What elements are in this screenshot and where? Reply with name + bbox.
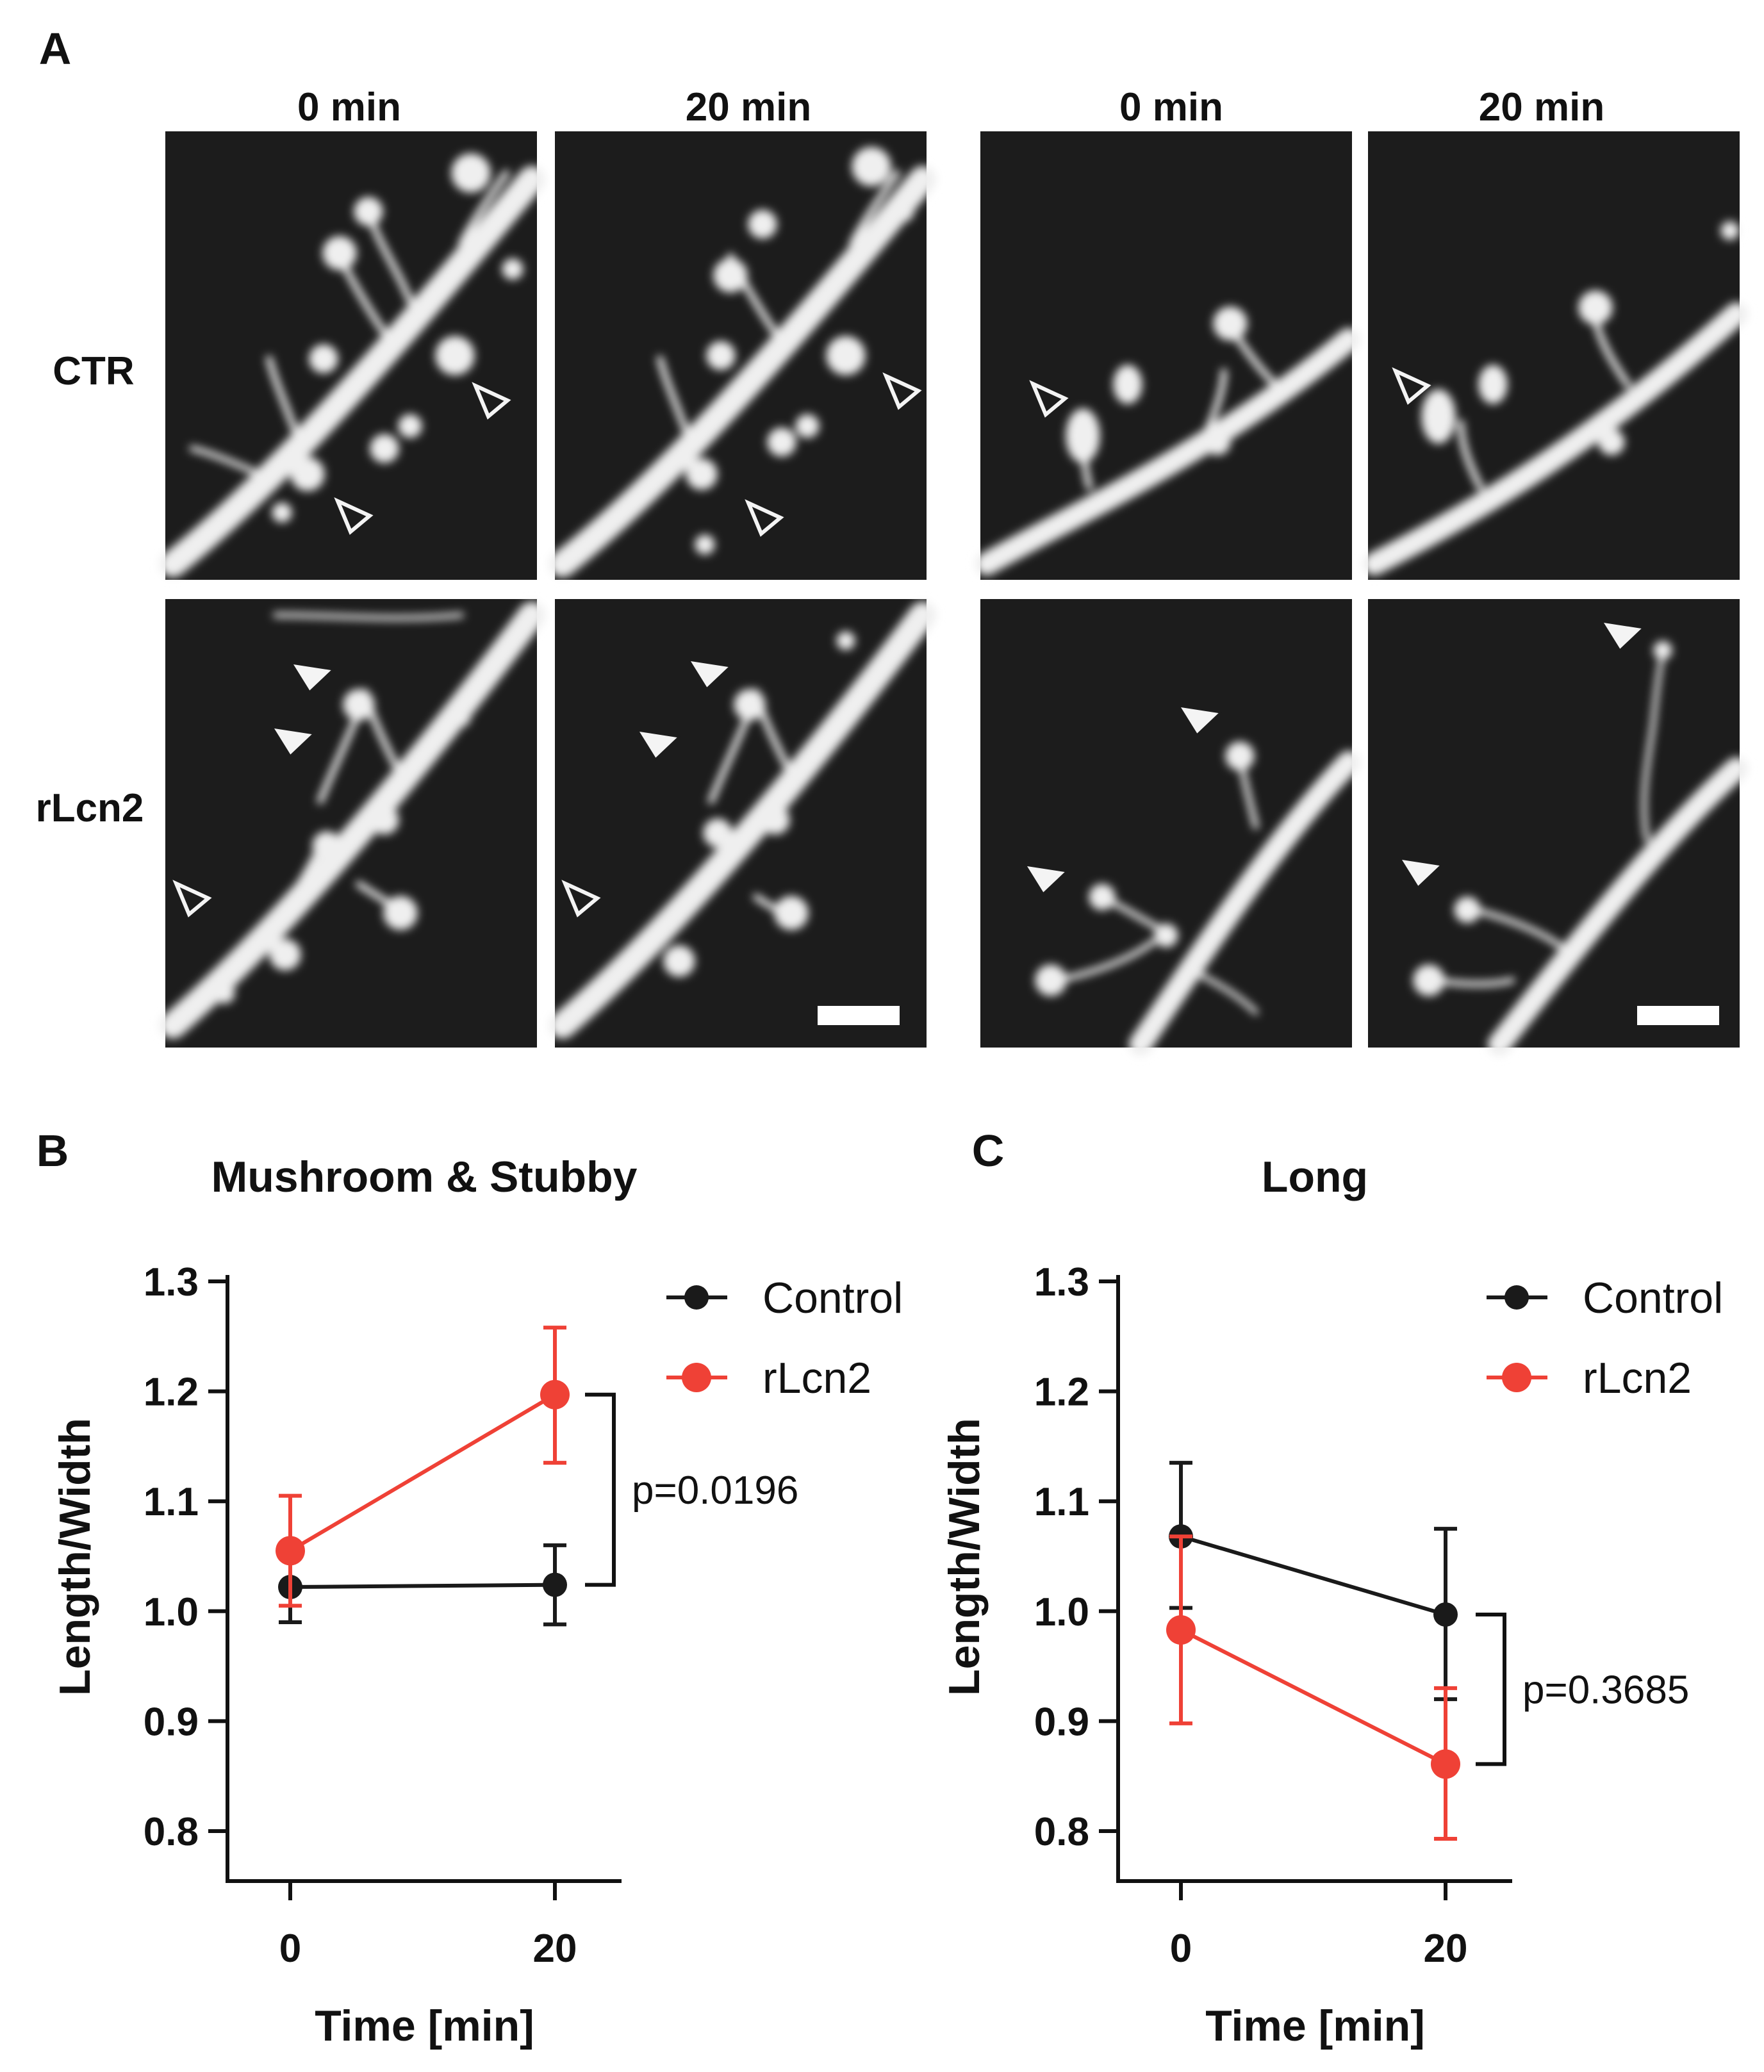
chart-mushroom-stubby: B Mushroom & Stubby 0.8 0.9 1.0 1.1 1.2 1.3 0 20 T… [37, 1126, 903, 2050]
data-point-rlcn2 [540, 1379, 570, 1410]
series-line-rlcn2 [289, 1393, 556, 1553]
col-label-2: 20 min [686, 85, 811, 129]
col-label-3: 0 min [1119, 85, 1223, 129]
significance-bracket [585, 1392, 616, 1587]
x-tick-label: 20 [533, 1927, 577, 1971]
x-axis-label: Time [min] [1205, 2002, 1425, 2050]
legend-marker-rlcn2 [682, 1363, 711, 1392]
chart-title: Long [1262, 1153, 1368, 1201]
legend-label-rlcn2: rLcn2 [762, 1354, 871, 1402]
y-tick-label: 1.3 [1034, 1260, 1089, 1304]
micrograph-rlcn2-20min-long [1368, 599, 1748, 1056]
micrograph-ctr-20min [549, 131, 936, 580]
panel-label: C [972, 1126, 1005, 1176]
row-label-rlcn2: rLcn2 [36, 786, 144, 830]
y-tick-label: 0.8 [1034, 1810, 1089, 1854]
series-line-rlcn2 [1180, 1628, 1447, 1766]
y-axis-label: Length/Width [51, 1418, 99, 1696]
y-tick-label: 0.9 [144, 1700, 199, 1744]
micrograph-rlcn2-0min-long [980, 599, 1360, 1056]
p-value-label: p=0.3685 [1522, 1668, 1689, 1713]
y-tick-label: 1.0 [144, 1590, 199, 1634]
x-tick-label: 20 [1424, 1927, 1468, 1971]
data-point-rlcn2 [1166, 1615, 1196, 1645]
data-point-rlcn2 [276, 1536, 305, 1566]
y-tick-label: 1.3 [144, 1260, 199, 1304]
micrograph-ctr-0min-long [975, 131, 1360, 580]
data-point-control [543, 1572, 567, 1597]
y-tick-label: 1.0 [1034, 1590, 1089, 1634]
series-line-control [290, 1583, 556, 1590]
micrograph-rlcn2-20min [549, 599, 936, 1048]
chart-title: Mushroom & Stubby [211, 1153, 638, 1201]
micrograph-rlcn2-0min [160, 599, 545, 1048]
y-tick-label: 1.2 [144, 1370, 199, 1415]
legend-label-control: Control [1583, 1274, 1723, 1322]
scale-bar [818, 1006, 900, 1025]
micrograph-ctr-20min-long [1363, 131, 1748, 580]
chart-long: C Long 0.8 0.9 1.0 1.1 1.2 1.3 0 20 Time [min] Leng… [940, 1126, 1723, 2050]
significance-bracket [1476, 1612, 1506, 1766]
x-axis-label: Time [min] [315, 2002, 534, 2050]
panel-label: B [37, 1126, 69, 1176]
y-axis-label: Length/Width [940, 1418, 989, 1696]
y-tick-label: 1.2 [1034, 1370, 1089, 1415]
y-tick-label: 1.1 [1034, 1480, 1089, 1524]
y-tick-label: 0.8 [144, 1810, 199, 1854]
scale-bar [1637, 1006, 1719, 1025]
y-tick-label: 1.1 [144, 1480, 199, 1524]
legend-label-rlcn2: rLcn2 [1583, 1354, 1692, 1402]
y-tick-label: 0.9 [1034, 1700, 1089, 1744]
col-label-4: 20 min [1479, 85, 1604, 129]
data-point-control [1433, 1602, 1458, 1627]
p-value-label: p=0.0196 [632, 1468, 798, 1513]
legend-marker-rlcn2 [1502, 1363, 1531, 1392]
series-line-control [1180, 1534, 1446, 1616]
row-label-ctr: CTR [53, 349, 134, 393]
legend-marker-control [1504, 1285, 1529, 1310]
legend-marker-control [684, 1285, 709, 1310]
legend-label-control: Control [762, 1274, 903, 1322]
x-tick-label: 0 [1170, 1927, 1192, 1971]
panel-a-label: A [39, 24, 72, 74]
x-tick-label: 0 [279, 1927, 301, 1971]
col-label-1: 0 min [297, 85, 401, 129]
data-point-rlcn2 [1431, 1749, 1460, 1779]
micrograph-ctr-0min [160, 131, 545, 580]
